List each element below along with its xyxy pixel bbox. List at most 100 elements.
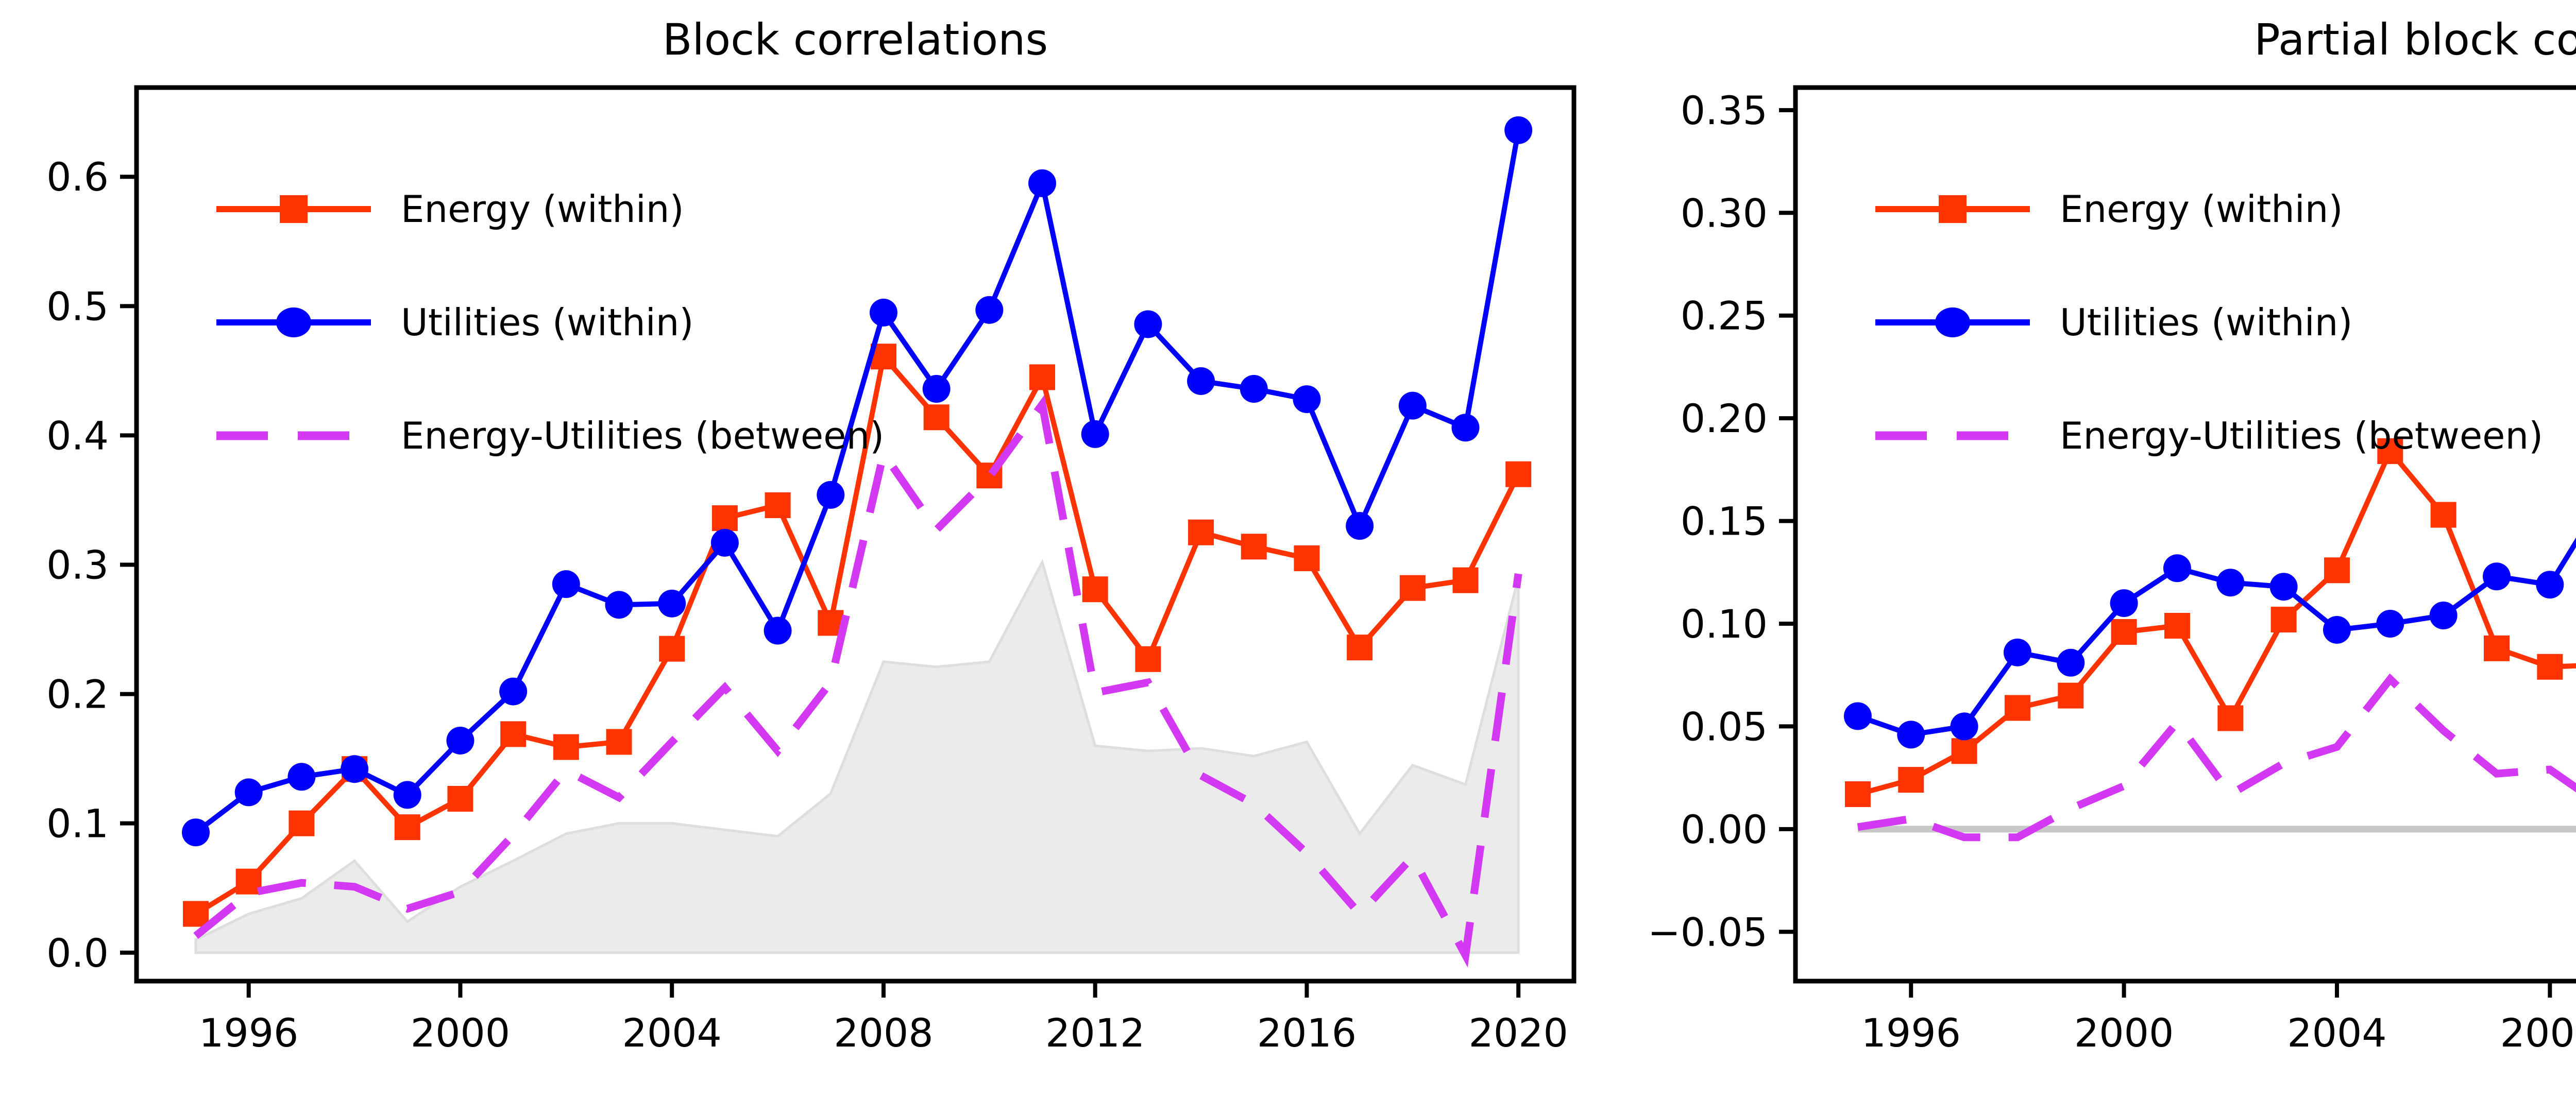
square-marker [1029, 364, 1055, 390]
legend-item-energy: Energy (within) [216, 170, 884, 248]
circle-marker [1028, 169, 1056, 197]
square-marker [1347, 635, 1373, 661]
circle-marker [287, 763, 316, 791]
square-marker [606, 729, 632, 755]
circle-marker [1240, 375, 1268, 403]
circle-marker [1081, 420, 1109, 448]
circle-marker [2376, 610, 2404, 638]
circle-marker [446, 726, 474, 755]
square-marker [765, 492, 791, 519]
legend-item-between: Energy-Utilities (between) [216, 397, 884, 475]
circle-marker [2429, 602, 2458, 630]
circle-marker [341, 755, 369, 783]
square-marker [1844, 781, 1871, 808]
x-tick-label: 2000 [411, 1010, 510, 1056]
square-marker [1452, 567, 1479, 593]
circle-marker [975, 296, 1004, 324]
circle-marker [1950, 712, 1978, 741]
square-marker [1951, 738, 1977, 764]
circle-marker [764, 616, 792, 645]
circle-marker [2003, 638, 2031, 666]
legend-item-utilities: Utilities (within) [216, 283, 884, 362]
utilities-line-sample-icon [1875, 307, 2030, 337]
circle-marker [182, 818, 210, 847]
x-tick-label: 2004 [2287, 1010, 2386, 1056]
energy-line-sample-icon [216, 195, 371, 223]
circle-marker [2536, 571, 2564, 599]
circle-marker [2057, 648, 2085, 677]
legend-label: Energy-Utilities (between) [2060, 414, 2544, 457]
y-tick-label: 0.3 [46, 542, 109, 588]
square-marker [659, 636, 685, 662]
square-marker [500, 721, 527, 747]
x-tick-label: 1996 [1861, 1010, 1961, 1056]
square-marker [1294, 545, 1320, 571]
circle-marker [605, 591, 633, 619]
legend-item-utilities: Utilities (within) [1875, 283, 2543, 362]
circle-marker [552, 570, 580, 598]
circle-marker [710, 528, 739, 557]
right-legend: Energy (within) Utilities (within) Energ… [1875, 170, 2543, 475]
circle-marker [869, 298, 897, 327]
x-tick-label: 2016 [1257, 1010, 1357, 1056]
legend-item-between: Energy-Utilities (between) [1875, 397, 2543, 475]
utilities-line-sample-icon [216, 307, 371, 337]
x-tick-label: 2000 [2074, 1010, 2174, 1056]
axes-frame [134, 85, 1577, 984]
circle-marker [2482, 562, 2511, 591]
x-tick-label: 2008 [834, 1010, 933, 1056]
circle-marker [1187, 367, 1215, 395]
circle-marker [1504, 116, 1533, 144]
circle-marker [922, 375, 951, 403]
circle-marker [1346, 512, 1374, 540]
circle-marker [1134, 310, 1162, 338]
square-marker [2111, 619, 2137, 645]
x-tick-label: 2020 [1468, 1010, 1568, 1056]
circle-marker [234, 778, 263, 807]
legend-label: Energy-Utilities (between) [401, 414, 885, 457]
square-marker [183, 901, 209, 927]
between-dash-sample-icon [1875, 431, 2030, 440]
square-marker [2430, 502, 2456, 528]
legend-label: Utilities (within) [2060, 301, 2353, 344]
between-dash-sample-icon [216, 431, 371, 440]
axes-frame [1793, 85, 2576, 984]
y-tick-label: −0.05 [1648, 909, 1768, 955]
series-line-2 [1857, 673, 2576, 842]
x-tick-label: 1996 [199, 1010, 298, 1056]
y-tick-label: 0.30 [1681, 190, 1768, 236]
plot-partial: 1996200020042008201220162020−0.050.000.0… [1648, 85, 2576, 1056]
right-chart-title: Partial block correlations [2254, 14, 2576, 65]
square-marker [2004, 695, 2030, 721]
y-tick-label: 0.25 [1681, 293, 1768, 339]
square-marker [553, 734, 579, 760]
square-marker [1188, 519, 1214, 545]
legend-item-energy: Energy (within) [1875, 170, 2543, 248]
shaded-area [194, 558, 1520, 954]
circle-marker [393, 781, 421, 809]
square-marker [1399, 575, 1426, 601]
y-tick-label: 0.10 [1681, 601, 1768, 647]
left-legend: Energy (within) Utilities (within) Energ… [216, 170, 884, 475]
square-marker [711, 505, 738, 532]
square-marker [2164, 612, 2190, 639]
legend-label: Energy (within) [401, 187, 684, 231]
circle-marker [1843, 702, 1872, 730]
circle-marker [1451, 414, 1480, 442]
square-marker [2270, 607, 2297, 633]
circle-marker [1897, 721, 1925, 749]
square-marker [923, 404, 950, 431]
square-marker [2217, 705, 2244, 731]
square-marker [447, 785, 473, 812]
circle-marker [499, 677, 528, 706]
y-tick-label: 0.00 [1681, 807, 1768, 852]
y-tick-label: 0.4 [46, 413, 109, 458]
circle-marker [2216, 569, 2245, 597]
energy-line-sample-icon [1875, 195, 2030, 223]
y-tick-label: 0.1 [46, 801, 109, 847]
y-tick-label: 0.0 [46, 930, 109, 976]
legend-label: Utilities (within) [401, 301, 694, 344]
y-tick-label: 0.05 [1681, 704, 1768, 749]
left-chart-title: Block correlations [662, 14, 1048, 65]
